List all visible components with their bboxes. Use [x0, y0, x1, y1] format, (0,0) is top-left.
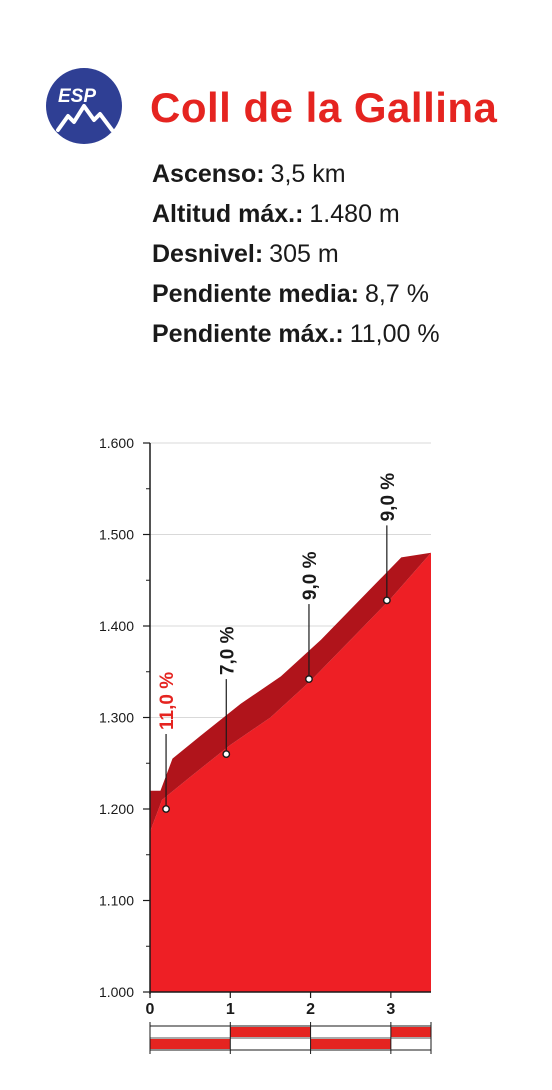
stat-ascent: Ascenso: 3,5 km [152, 160, 346, 188]
y-tick-label: 1.400 [99, 618, 134, 634]
gradient-label: 9,0 % [300, 551, 321, 600]
y-tick-label: 1.200 [99, 801, 134, 817]
x-tick-label: 0 [146, 1001, 155, 1018]
y-tick-label: 1.100 [99, 893, 134, 909]
y-tick-label: 1.500 [99, 527, 134, 543]
gradient-label: 11,0 % [157, 672, 178, 730]
profile-ridge [150, 552, 431, 832]
km-bar-segment [310, 1039, 391, 1049]
gradient-label: 7,0 % [217, 626, 238, 675]
stat-avg-gradient: Pendiente media: 8,7 % [152, 280, 429, 308]
y-tick-label: 1.600 [99, 435, 134, 451]
gradient-point [162, 805, 170, 813]
x-tick-label: 1 [226, 1001, 235, 1018]
stat-elevation-gain: Desnivel: 305 m [152, 240, 339, 268]
gradient-point [382, 596, 391, 605]
profile-area [150, 552, 431, 992]
gradient-point [222, 750, 231, 758]
climb-stats: Ascenso: 3,5 km Altitud máx.: 1.480 m Desn… [152, 154, 440, 354]
km-bar-segment [230, 1027, 311, 1037]
km-bar-segment [150, 1039, 231, 1049]
gradient-point [305, 675, 313, 683]
y-tick-label: 1.000 [99, 984, 134, 1000]
badge-label: ESP [58, 86, 96, 107]
x-tick-label: 3 [386, 1001, 395, 1018]
x-tick-label: 2 [306, 1001, 315, 1018]
km-bar-segment [390, 1027, 431, 1037]
esp-badge: ESP [46, 68, 122, 144]
y-tick-label: 1.300 [99, 710, 134, 726]
stat-max-gradient: Pendiente máx.: 11,00 % [152, 320, 440, 348]
climb-title: Coll de la Gallina [150, 84, 498, 131]
mountain-icon: ESP [56, 86, 114, 132]
gradient-label: 9,0 % [378, 473, 399, 522]
stat-max-altitude: Altitud máx.: 1.480 m [152, 200, 400, 228]
